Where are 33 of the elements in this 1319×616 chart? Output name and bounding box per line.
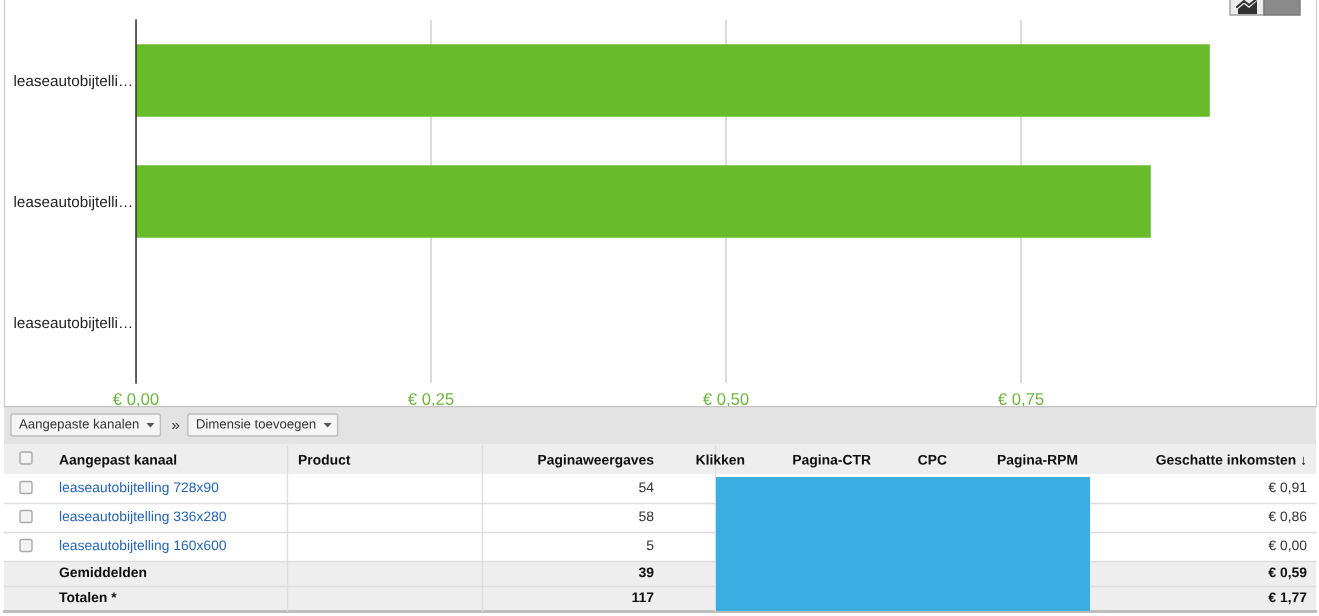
- y-tick-label: leaseautobijtelli…: [14, 74, 132, 90]
- category-label: Paginaweergaves: [538, 454, 654, 468]
- text: € 0,91: [1268, 482, 1307, 494]
- category-label: Pagina-RPM: [997, 454, 1078, 468]
- x-tick-label: € 0,25: [407, 393, 454, 407]
- text: 39: [638, 567, 654, 578]
- category-label: leaseautobijtelling 728x90: [59, 482, 219, 495]
- category-label: Pagina-CTR: [793, 454, 871, 468]
- category-label: CPC: [918, 454, 947, 465]
- text: 117: [632, 592, 654, 603]
- category-label: leaseautobijtelling 336x280: [59, 511, 227, 524]
- text: Aangepaste kanalen: [19, 418, 139, 432]
- text: »: [171, 422, 180, 429]
- text: € 0,86: [1268, 511, 1307, 523]
- text: € 1,77: [1268, 592, 1307, 605]
- category-label: Gemiddelden: [59, 567, 147, 578]
- y-tick-label: leaseautobijtelli…: [14, 195, 132, 211]
- x-tick-label: € 0,50: [702, 393, 749, 407]
- category-label: Geschatte inkomsten ↓: [1156, 454, 1306, 466]
- category-label: Totalen *: [59, 592, 117, 603]
- text: 5: [646, 540, 654, 551]
- category-label: Product: [298, 454, 351, 465]
- category-label: Aangepast kanaal: [59, 454, 177, 468]
- text: 58: [639, 511, 654, 522]
- text: € 0,00: [1268, 540, 1307, 552]
- y-tick-label: leaseautobijtelli…: [14, 316, 132, 332]
- text: Dimensie toevoegen: [196, 418, 316, 432]
- text: € 0,59: [1268, 567, 1307, 580]
- x-tick-label: € 0,00: [112, 393, 159, 407]
- x-tick-label: € 0,75: [997, 393, 1044, 407]
- category-label: leaseautobijtelling 160x600: [59, 540, 227, 553]
- text: 54: [639, 482, 654, 493]
- category-label: Klikken: [696, 454, 745, 465]
